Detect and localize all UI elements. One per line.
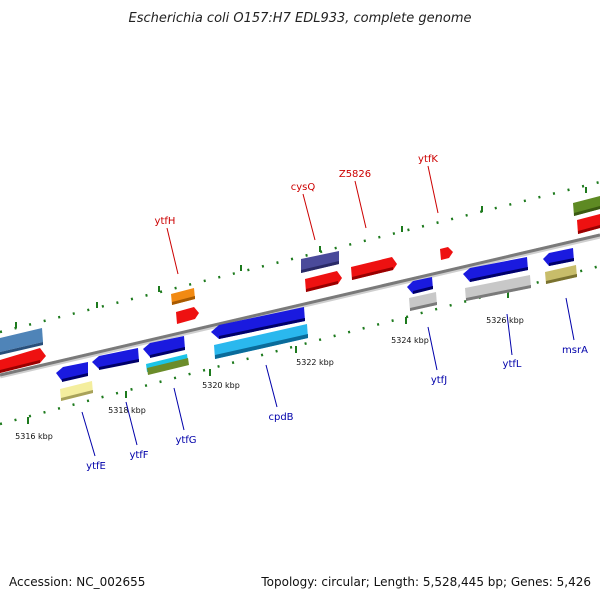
gene-feature[interactable] (143, 336, 185, 357)
gene-feature[interactable] (147, 358, 189, 375)
scale-labels: 5316 kbp 5318 kbp 5320 kbp 5322 kbp 5324… (15, 316, 524, 441)
scale-label: 5316 kbp (15, 432, 53, 441)
gene-feature[interactable] (0, 342, 43, 355)
gene-feature[interactable] (301, 261, 339, 273)
gene-feature[interactable] (470, 267, 528, 282)
gene-feature[interactable] (440, 247, 453, 260)
gene-feature[interactable] (172, 296, 195, 305)
gene-label-ytfJ[interactable]: ytfJ (431, 375, 447, 386)
gene-feature[interactable] (306, 281, 338, 292)
gene-label-msrA[interactable]: msrA (562, 345, 588, 356)
gene-feature[interactable] (61, 390, 93, 401)
gene-feature[interactable] (211, 307, 305, 339)
gene-feature[interactable] (0, 328, 43, 352)
map-title: Escherichia coli O157:H7 EDL933, complet… (129, 11, 472, 26)
gene-label-ytfE[interactable]: ytfE (86, 461, 106, 472)
genome-backbone (0, 233, 600, 379)
upper-tick-track (0, 180, 600, 334)
gene-feature[interactable] (465, 275, 531, 301)
scale-label: 5324 kbp (391, 336, 429, 345)
accession-text: Accession: NC_002655 (9, 575, 145, 589)
gene-feature[interactable] (549, 258, 574, 266)
scale-label: 5326 kbp (486, 316, 524, 325)
gene-feature[interactable] (463, 257, 528, 282)
gene-feature[interactable] (305, 271, 342, 292)
scale-label: 5320 kbp (202, 381, 240, 390)
gene-label-ytfF[interactable]: ytfF (129, 450, 148, 461)
gene-feature[interactable] (545, 265, 577, 284)
gene-feature[interactable] (578, 225, 600, 234)
gene-feature[interactable] (546, 274, 577, 284)
gene-label-Z5826[interactable]: Z5826 (339, 169, 371, 180)
gene-label-ytfG[interactable]: ytfG (175, 435, 196, 446)
gene-feature[interactable] (62, 373, 88, 382)
gene-feature[interactable] (60, 381, 93, 401)
summary-text: Topology: circular; Length: 5,528,445 bp… (260, 575, 591, 589)
gene-feature[interactable] (352, 267, 393, 280)
gene-feature[interactable] (413, 286, 433, 294)
gene-feature[interactable] (219, 318, 305, 339)
gene-feature[interactable] (573, 196, 600, 216)
gene-feature[interactable] (215, 334, 308, 359)
gene-feature[interactable] (99, 359, 139, 370)
gene-feature[interactable] (301, 251, 339, 273)
top-gene-labels: ytfH cysQ Z5826 ytfK (155, 154, 439, 275)
gene-label-ytfK[interactable]: ytfK (418, 154, 438, 165)
gene-label-cysQ[interactable]: cysQ (291, 182, 316, 193)
bottom-gene-labels: ytfE ytfF ytfG cpdB ytfJ ytfL msrA (81, 297, 588, 472)
gene-label-cpdB[interactable]: cpdB (268, 412, 293, 423)
gene-feature[interactable] (466, 285, 531, 301)
gene-feature[interactable] (176, 307, 199, 324)
gene-feature[interactable] (351, 257, 397, 280)
gene-feature[interactable] (574, 206, 600, 216)
gene-feature[interactable] (92, 348, 139, 369)
gene-label-ytfH[interactable]: ytfH (155, 216, 176, 227)
reverse-genes (56, 248, 577, 401)
forward-genes (0, 196, 600, 373)
gene-feature[interactable] (410, 302, 437, 311)
gene-feature[interactable] (150, 347, 185, 358)
gene-feature[interactable] (0, 360, 40, 373)
scale-label: 5318 kbp (108, 406, 146, 415)
gene-label-ytfL[interactable]: ytfL (503, 359, 522, 370)
scale-label: 5322 kbp (296, 358, 334, 367)
gene-feature[interactable] (0, 348, 46, 373)
